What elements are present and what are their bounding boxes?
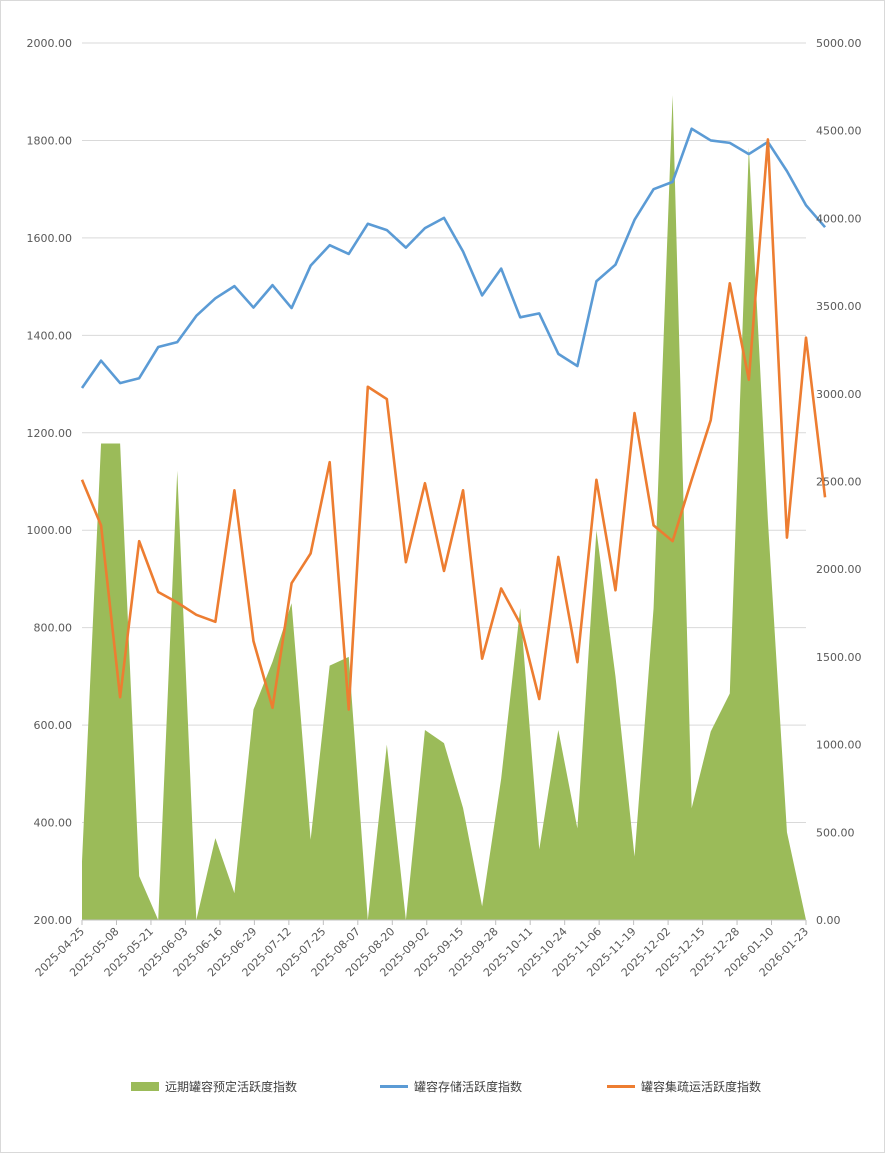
y-right-tick-label: 2500.00: [816, 476, 862, 489]
axes: [82, 920, 806, 925]
legend-item-transport[interactable]: 罐容集疏运活跃度指数: [607, 1078, 761, 1095]
legend-item-area[interactable]: 远期罐容预定活跃度指数: [131, 1078, 297, 1095]
y-left-tick-label: 1600.00: [27, 232, 73, 245]
gridlines: [82, 43, 806, 823]
line-series-storage: [82, 129, 825, 388]
legend-item-storage[interactable]: 罐容存储活跃度指数: [380, 1078, 522, 1095]
y-left-tick-label: 400.00: [34, 817, 73, 830]
y-left-tick-label: 200.00: [34, 914, 73, 927]
y-axis-left-labels: 200.00 400.00 600.00 800.00 1000.00 1200.00 14…: [27, 37, 73, 927]
y-right-tick-label: 1500.00: [816, 651, 862, 664]
legend-swatch-area: [131, 1082, 159, 1091]
y-right-tick-label: 3500.00: [816, 300, 862, 313]
y-right-tick-label: 1000.00: [816, 739, 862, 752]
y-right-tick-label: 4000.00: [816, 212, 862, 225]
y-right-tick-label: 5000.00: [816, 37, 862, 50]
legend-swatch-storage: [380, 1085, 408, 1088]
legend-swatch-transport: [607, 1085, 635, 1088]
y-right-tick-label: 0.00: [816, 914, 841, 927]
y-right-tick-label: 3000.00: [816, 388, 862, 401]
y-left-tick-label: 1400.00: [27, 329, 73, 342]
y-right-tick-label: 4500.00: [816, 125, 862, 138]
y-left-tick-label: 600.00: [34, 719, 73, 732]
legend-label-area: 远期罐容预定活跃度指数: [165, 1078, 297, 1095]
y-left-tick-label: 1200.00: [27, 427, 73, 440]
line-series-transport: [82, 139, 825, 709]
y-left-tick-label: 800.00: [34, 622, 73, 635]
legend-label-transport: 罐容集疏运活跃度指数: [641, 1078, 761, 1095]
combo-chart: 200.00 400.00 600.00 800.00 1000.00 1200.00 14…: [0, 0, 885, 1060]
legend-label-storage: 罐容存储活跃度指数: [414, 1078, 522, 1095]
y-right-tick-label: 500.00: [816, 826, 855, 839]
y-left-tick-label: 1800.00: [27, 134, 73, 147]
line-series-layer: [82, 129, 825, 710]
y-right-tick-label: 2000.00: [816, 563, 862, 576]
y-left-tick-label: 2000.00: [27, 37, 73, 50]
x-axis-labels: 2025-04-252025-05-082025-05-212025-06-03…: [33, 925, 811, 979]
y-axis-right-labels: 0.00 500.00 1000.00 1500.00 2000.00 2500.00 30…: [816, 37, 862, 927]
y-left-tick-label: 1000.00: [27, 524, 73, 537]
